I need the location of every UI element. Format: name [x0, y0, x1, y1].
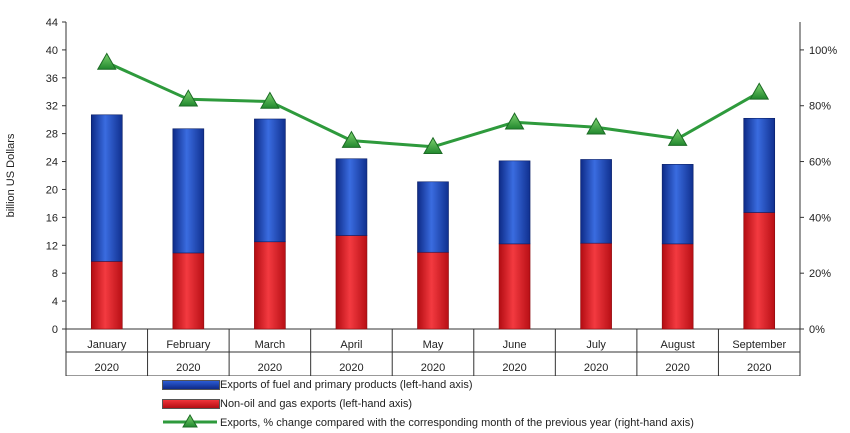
bar-nonoil	[580, 242, 612, 330]
bar-fuel	[172, 128, 205, 254]
bar-fuel	[254, 118, 286, 243]
bar-nonoil	[254, 241, 286, 330]
y-axis-title: billion US Dollars	[5, 133, 17, 217]
right-tick-label: 20%	[809, 268, 831, 280]
x-tick-label-month: May	[423, 339, 444, 351]
bar-nonoil	[417, 251, 449, 330]
left-tick-label: 32	[46, 101, 58, 113]
right-tick-label: 80%	[809, 101, 831, 113]
bar-fuel	[90, 114, 123, 262]
legend-swatch-nonoil	[162, 399, 220, 409]
x-tick-label-year: 2020	[176, 362, 200, 374]
percent-point-marker	[504, 112, 525, 130]
left-tick-label: 16	[46, 212, 58, 224]
left-tick-label: 40	[46, 45, 58, 57]
legend-swatch-fuel	[162, 380, 220, 390]
left-tick-label: 28	[46, 129, 58, 141]
x-tick-label-year: 2020	[339, 362, 363, 374]
x-tick-label-year: 2020	[421, 362, 445, 374]
x-tick-label-year: 2020	[747, 362, 771, 374]
left-tick-label: 4	[52, 296, 58, 308]
x-tick-label-year: 2020	[584, 362, 608, 374]
x-tick-label-month: January	[87, 339, 127, 351]
left-tick-label: 8	[52, 268, 58, 280]
x-tick-label-month: September	[732, 339, 786, 351]
right-tick-label: 100%	[809, 45, 837, 57]
x-tick-label-month: April	[340, 339, 362, 351]
bar-fuel	[498, 160, 531, 245]
x-tick-label-year: 2020	[665, 362, 689, 374]
left-tick-label: 24	[46, 157, 58, 169]
x-tick-label-month: February	[166, 339, 211, 351]
bar-fuel	[661, 164, 694, 245]
right-tick-label: 0%	[809, 324, 825, 336]
percent-point-marker	[423, 136, 443, 155]
percent-point-marker	[749, 82, 770, 100]
left-tick-label: 12	[46, 240, 58, 252]
x-tick-label-year: 2020	[258, 362, 282, 374]
left-tick-label: 36	[46, 73, 58, 85]
x-tick-label-month: July	[586, 339, 606, 351]
right-tick-label: 40%	[809, 212, 831, 224]
bar-fuel	[580, 159, 612, 244]
x-tick-label-month: June	[503, 339, 527, 351]
percent-line-path	[106, 61, 760, 149]
x-tick-label-month: August	[661, 339, 695, 351]
bar-nonoil	[498, 243, 531, 330]
bar-nonoil	[743, 212, 776, 330]
percent-point-marker	[586, 117, 606, 135]
left-tick-label: 44	[46, 17, 58, 29]
chart: 0 4 8 12 16 20 24 28 32 36 40 44 0% 20% 40% 60% 80% 100% b…	[5, 17, 837, 376]
bar-nonoil	[172, 252, 205, 330]
percent-point-marker	[96, 52, 117, 70]
percent-point-marker	[667, 128, 688, 146]
percent-line	[96, 52, 770, 155]
bar-nonoil	[661, 243, 694, 330]
legend-line-key	[163, 414, 217, 428]
bar-fuel	[335, 158, 368, 236]
bar-nonoil	[335, 235, 368, 330]
bar-nonoil	[90, 261, 123, 330]
percent-point-marker	[341, 130, 362, 148]
legend-label-fuel: Exports of fuel and primary products (le…	[220, 379, 473, 391]
bar-fuel	[743, 117, 776, 213]
bar-fuel	[417, 181, 449, 253]
left-tick-label: 0	[52, 324, 58, 336]
bars	[90, 114, 776, 330]
legend-label-line: Exports, % change compared with the corr…	[220, 417, 694, 429]
legend-label-nonoil: Non-oil and gas exports (left-hand axis)	[220, 398, 412, 410]
left-tick-label: 20	[46, 184, 58, 196]
right-tick-label: 60%	[809, 157, 831, 169]
percent-point-marker	[178, 89, 199, 107]
axis-labels: 0 4 8 12 16 20 24 28 32 36 40 44 0% 20% 40% 60% 80% 100% b…	[5, 17, 837, 374]
x-tick-label-year: 2020	[95, 362, 119, 374]
percent-point-marker	[260, 91, 280, 109]
x-tick-label-year: 2020	[502, 362, 526, 374]
x-tick-label-month: March	[255, 339, 286, 351]
